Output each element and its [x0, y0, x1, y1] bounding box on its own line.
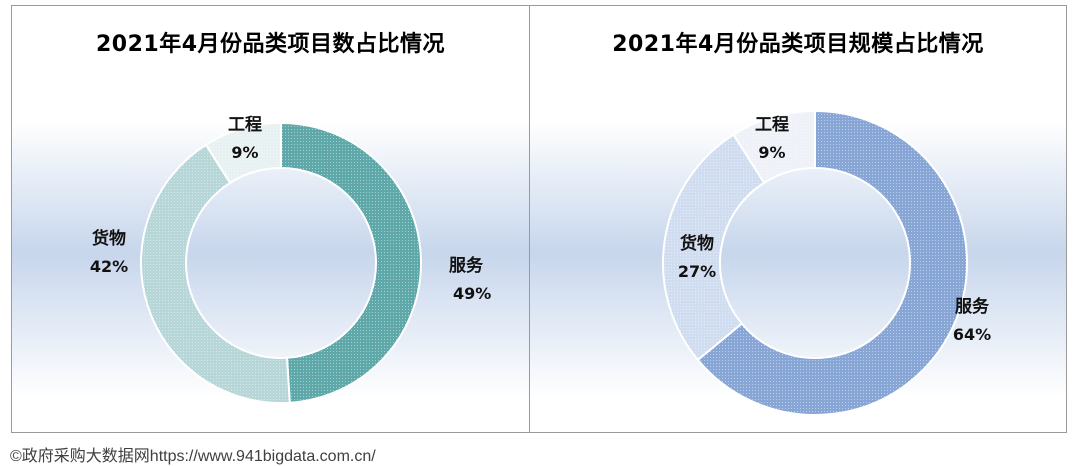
slice-percent-label: 64%	[953, 325, 991, 344]
slice-percent-label: 49%	[453, 284, 491, 303]
donut-chart-project-scale: 服务 64% 货物 27% 工程 9%	[662, 109, 991, 416]
slice-label: 货物	[680, 233, 714, 254]
slice-label: 货物	[92, 228, 126, 249]
chart-panel-project-count: 2021年4月份品类项目数占比情况 服务 49% 货物 42% 工程 9%	[11, 5, 530, 433]
slice-label: 服务	[449, 255, 484, 276]
chart-title: 2021年4月份品类项目数占比情况	[95, 32, 446, 57]
chart-panel-project-scale: 2021年4月份品类项目规模占比情况 服务 64% 货物 27% 工程 9%	[529, 5, 1067, 433]
donut-slice-1	[662, 133, 766, 362]
slice-label: 工程	[228, 115, 262, 135]
slice-percent-label: 9%	[231, 143, 258, 162]
chart-title: 2021年4月份品类项目规模占比情况	[612, 32, 984, 57]
donut-chart-project-count: 服务 49% 货物 42% 工程 9%	[90, 115, 491, 404]
donut-slice-0	[696, 109, 968, 416]
donut-slice-0	[280, 121, 422, 404]
slice-percent-label: 27%	[678, 262, 716, 281]
donut-slice-1	[140, 143, 291, 404]
donut-slice-2	[732, 109, 816, 185]
donut-slice-2	[204, 121, 282, 185]
slice-percent-label: 42%	[90, 257, 128, 276]
footer-source: ©政府采购大数据网https://www.941bigdata.com.cn/	[10, 448, 376, 465]
slice-label: 工程	[755, 115, 789, 135]
slice-label: 服务	[955, 296, 990, 317]
slice-percent-label: 9%	[758, 143, 785, 162]
